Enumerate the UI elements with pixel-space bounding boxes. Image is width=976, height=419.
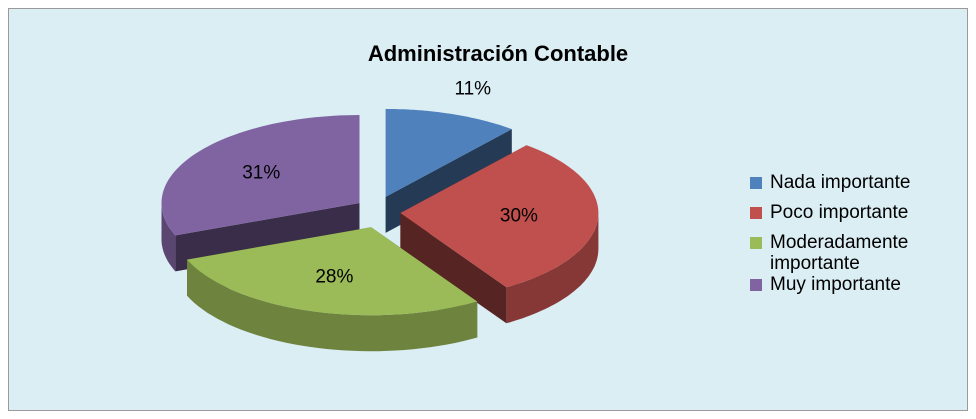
slice-side <box>400 213 507 324</box>
legend-swatch <box>750 279 762 291</box>
slice-wall <box>506 213 599 324</box>
slice <box>161 115 360 236</box>
data-label: 30% <box>500 205 538 226</box>
slice-wall <box>161 203 176 272</box>
legend-swatch <box>750 177 762 189</box>
legend-swatch <box>750 207 762 219</box>
slice <box>400 145 599 288</box>
legend-item: Nada importante <box>750 172 960 193</box>
slice-wall <box>187 259 478 352</box>
legend-swatch <box>750 237 762 249</box>
legend-label: Poco importante <box>770 202 909 223</box>
legend-item: Poco importante <box>750 202 960 223</box>
legend: Nada importante Poco importante Moderadame… <box>750 172 970 304</box>
legend-label: Moderadamente importante <box>770 232 909 274</box>
slice <box>385 108 512 197</box>
data-label: 11% <box>454 78 491 99</box>
chart-title: Administración Contable <box>368 41 628 66</box>
legend-label: Muy importante <box>770 274 901 295</box>
data-label: 31% <box>242 162 280 183</box>
slice <box>187 227 478 316</box>
legend-label: Nada importante <box>770 172 911 193</box>
data-label: 28% <box>315 266 353 287</box>
legend-item: Moderadamente importante <box>750 232 960 274</box>
legend-item: Muy importante <box>750 274 960 295</box>
